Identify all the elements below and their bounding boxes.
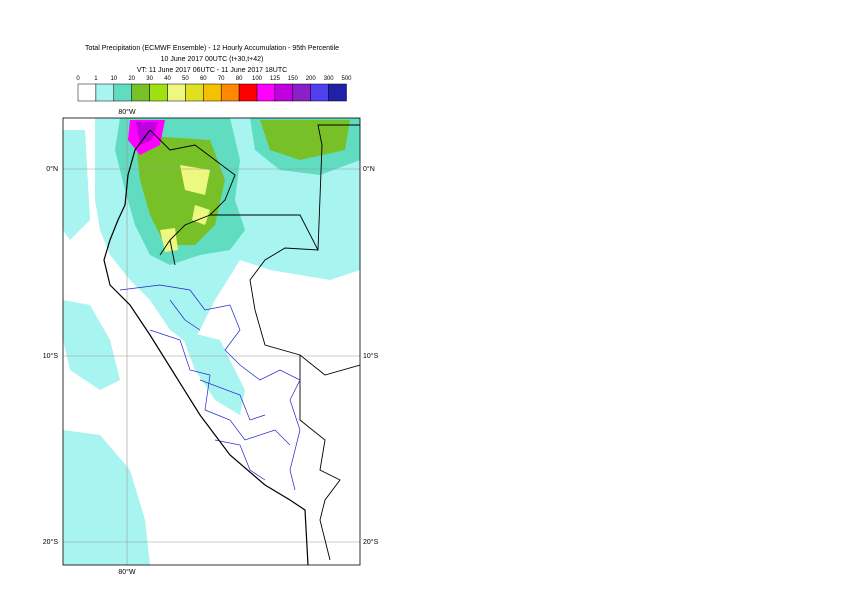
legend-level: 20 xyxy=(128,76,135,82)
legend-swatch xyxy=(149,83,168,102)
legend-level: 1 xyxy=(94,76,98,82)
admin-borders xyxy=(119,284,301,491)
subtitle: 10 June 2017 00UTC (t+30,t+42) xyxy=(161,56,264,63)
country-borders xyxy=(149,124,360,561)
legend-level: 125 xyxy=(270,76,281,82)
legend-swatch xyxy=(328,83,347,102)
legend-swatch xyxy=(185,83,204,102)
legend-level: 0 xyxy=(76,76,80,82)
legend-swatch xyxy=(167,83,186,102)
legend-swatch xyxy=(113,83,132,102)
legend-level: 150 xyxy=(288,76,299,82)
legend-level: 300 xyxy=(324,76,335,82)
lat-label-right: 20°S xyxy=(363,538,379,546)
graticule xyxy=(63,118,360,565)
legend-swatch xyxy=(292,83,311,102)
legend-level: 500 xyxy=(341,76,352,82)
legend-level: 100 xyxy=(252,76,263,82)
lat-label-left: 10°S xyxy=(43,352,59,360)
lon-label-top: 80°W xyxy=(118,108,136,116)
legend-swatch xyxy=(310,83,329,102)
valid-time: VT: 11 June 2017 06UTC - 11 June 2017 18… xyxy=(137,67,287,74)
lat-label-right: 10°S xyxy=(363,352,379,360)
legend-swatch xyxy=(238,83,258,102)
legend-level: 80 xyxy=(236,76,243,82)
lat-label-right: 0°N xyxy=(363,165,375,173)
lon-label-bottom: 80°W xyxy=(118,568,136,576)
legend-swatch xyxy=(220,83,240,102)
legend-swatch xyxy=(256,83,276,102)
lat-label-left: 20°S xyxy=(43,538,59,546)
map xyxy=(63,118,360,565)
map-frame xyxy=(62,117,361,566)
legend-level: 30 xyxy=(146,76,153,82)
legend-swatch xyxy=(274,83,294,102)
title: Total Precipitation (ECMWF Ensemble) - 1… xyxy=(85,45,339,52)
lat-label-left: 0°N xyxy=(46,165,58,173)
legend-swatch xyxy=(95,83,115,102)
legend-level: 50 xyxy=(182,76,189,82)
legend-level: 10 xyxy=(110,76,117,82)
legend-level: 40 xyxy=(164,76,171,82)
coastline xyxy=(103,129,309,565)
legend-swatch xyxy=(131,83,150,102)
legend-swatch xyxy=(203,83,222,102)
legend-level: 60 xyxy=(200,76,207,82)
legend-level: 70 xyxy=(218,76,225,82)
precip-yellow xyxy=(160,165,210,252)
legend: 0 1 10 20 30 40 50 60 70 80 100 125 150 200 300 500 xyxy=(76,76,352,102)
legend-level: 200 xyxy=(306,76,317,82)
legend-swatch xyxy=(77,83,97,102)
